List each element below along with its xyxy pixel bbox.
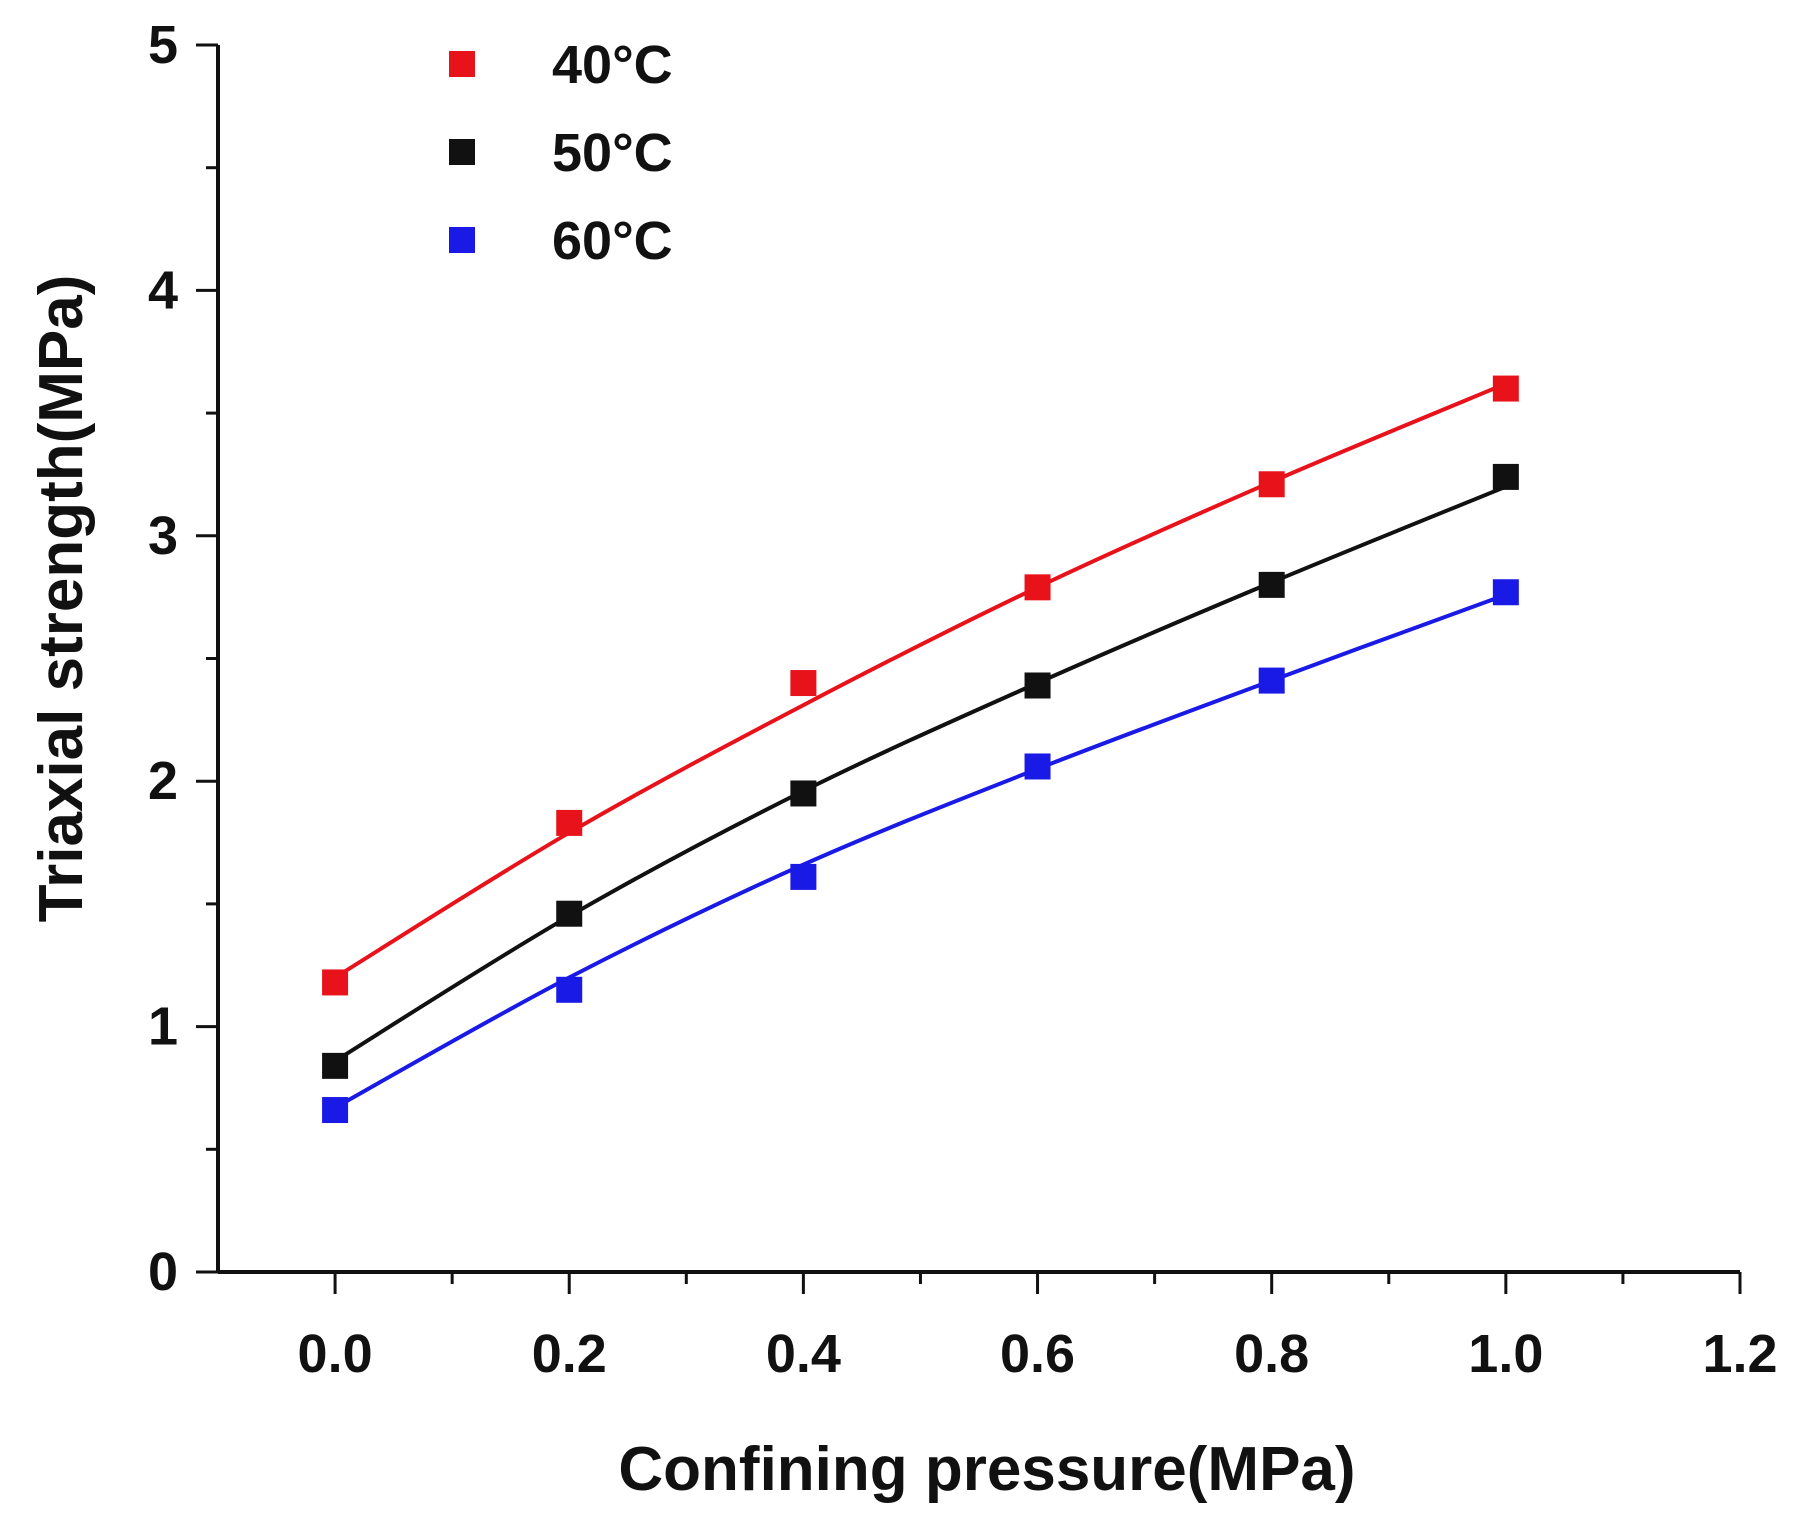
point-50C [790, 780, 817, 807]
point-40C [322, 969, 349, 996]
legend-marker-60C [449, 227, 475, 253]
legend-marker-50C [449, 139, 475, 165]
x-tick-label: 0.4 [766, 1324, 841, 1384]
point-60C [1024, 753, 1051, 780]
y-tick-label: 3 [148, 506, 178, 566]
point-50C [1258, 571, 1285, 598]
x-tick-label: 0.2 [532, 1324, 607, 1384]
point-60C [1258, 667, 1285, 694]
x-tick-label: 1.0 [1468, 1324, 1543, 1384]
legend: 40°C 50°C 60°C [449, 35, 673, 271]
point-50C [1024, 672, 1051, 699]
point-50C [1492, 463, 1519, 490]
legend-label-50C: 50°C [552, 123, 673, 183]
x-axis-title: Confining pressure(MPa) [618, 1435, 1355, 1504]
ticks: 0 1 2 3 4 5 0.0 0.2 0.4 0.6 0.8 1.0 1.2 [148, 15, 1778, 1384]
fit-curve-50C [334, 484, 1507, 1063]
point-60C [790, 863, 817, 890]
point-40C [1258, 471, 1285, 498]
legend-marker-40C [449, 51, 475, 77]
point-50C [556, 900, 583, 927]
x-tick-label: 0.6 [1000, 1324, 1075, 1384]
x-tick-label: 1.2 [1702, 1324, 1777, 1384]
y-tick-label: 1 [148, 997, 178, 1057]
fit-curve-60C [334, 592, 1507, 1110]
fit-curves [334, 381, 1507, 1110]
point-60C [556, 976, 583, 1003]
point-40C [556, 809, 583, 836]
y-tick-label: 0 [148, 1242, 178, 1302]
y-axis-title: Triaxial strength(MPa) [27, 275, 96, 923]
y-tick-label: 4 [148, 260, 178, 320]
legend-label-40C: 40°C [552, 35, 673, 95]
point-60C [1492, 579, 1519, 606]
point-40C [1492, 375, 1519, 402]
point-60C [322, 1097, 349, 1124]
axes [216, 45, 1740, 1274]
fit-curve-40C [334, 381, 1507, 980]
point-40C [790, 670, 817, 697]
point-40C [1024, 574, 1051, 601]
x-tick-label: 0.0 [298, 1324, 373, 1384]
legend-label-60C: 60°C [552, 211, 673, 271]
x-tick-label: 0.8 [1234, 1324, 1309, 1384]
point-50C [322, 1052, 349, 1079]
y-tick-label: 2 [148, 751, 178, 811]
data-points [322, 375, 1519, 1124]
y-tick-label: 5 [148, 15, 178, 75]
